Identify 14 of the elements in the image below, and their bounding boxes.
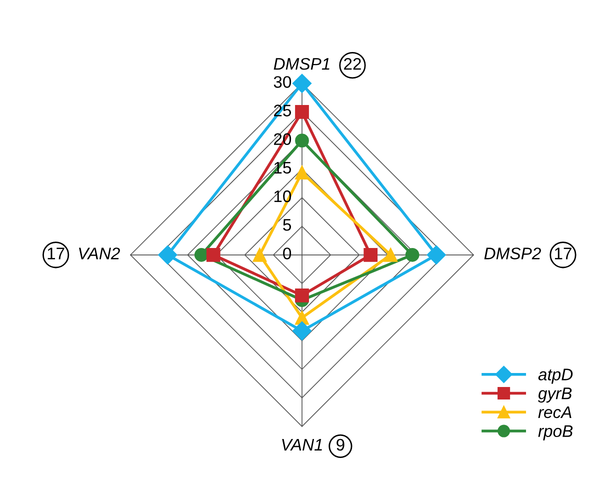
spoke-label: DMSP2 [484, 248, 541, 260]
text: 22 [344, 58, 361, 70]
spoke-label: VAN1 [282, 439, 322, 450]
text: 9 [336, 438, 344, 451]
legend-label: rpoB [538, 425, 573, 440]
legend-label: gyrB [538, 388, 572, 403]
text: 17 [48, 248, 64, 260]
text: 17 [554, 248, 572, 260]
spoke-label: VAN2 [79, 248, 120, 260]
spoke-label: DMSP1 [274, 58, 330, 70]
legend-label: atpD [538, 368, 573, 384]
legend-label: recA [538, 406, 572, 418]
y-tick-label: 5 [283, 219, 292, 231]
y-tick-label: 30 [274, 76, 292, 88]
